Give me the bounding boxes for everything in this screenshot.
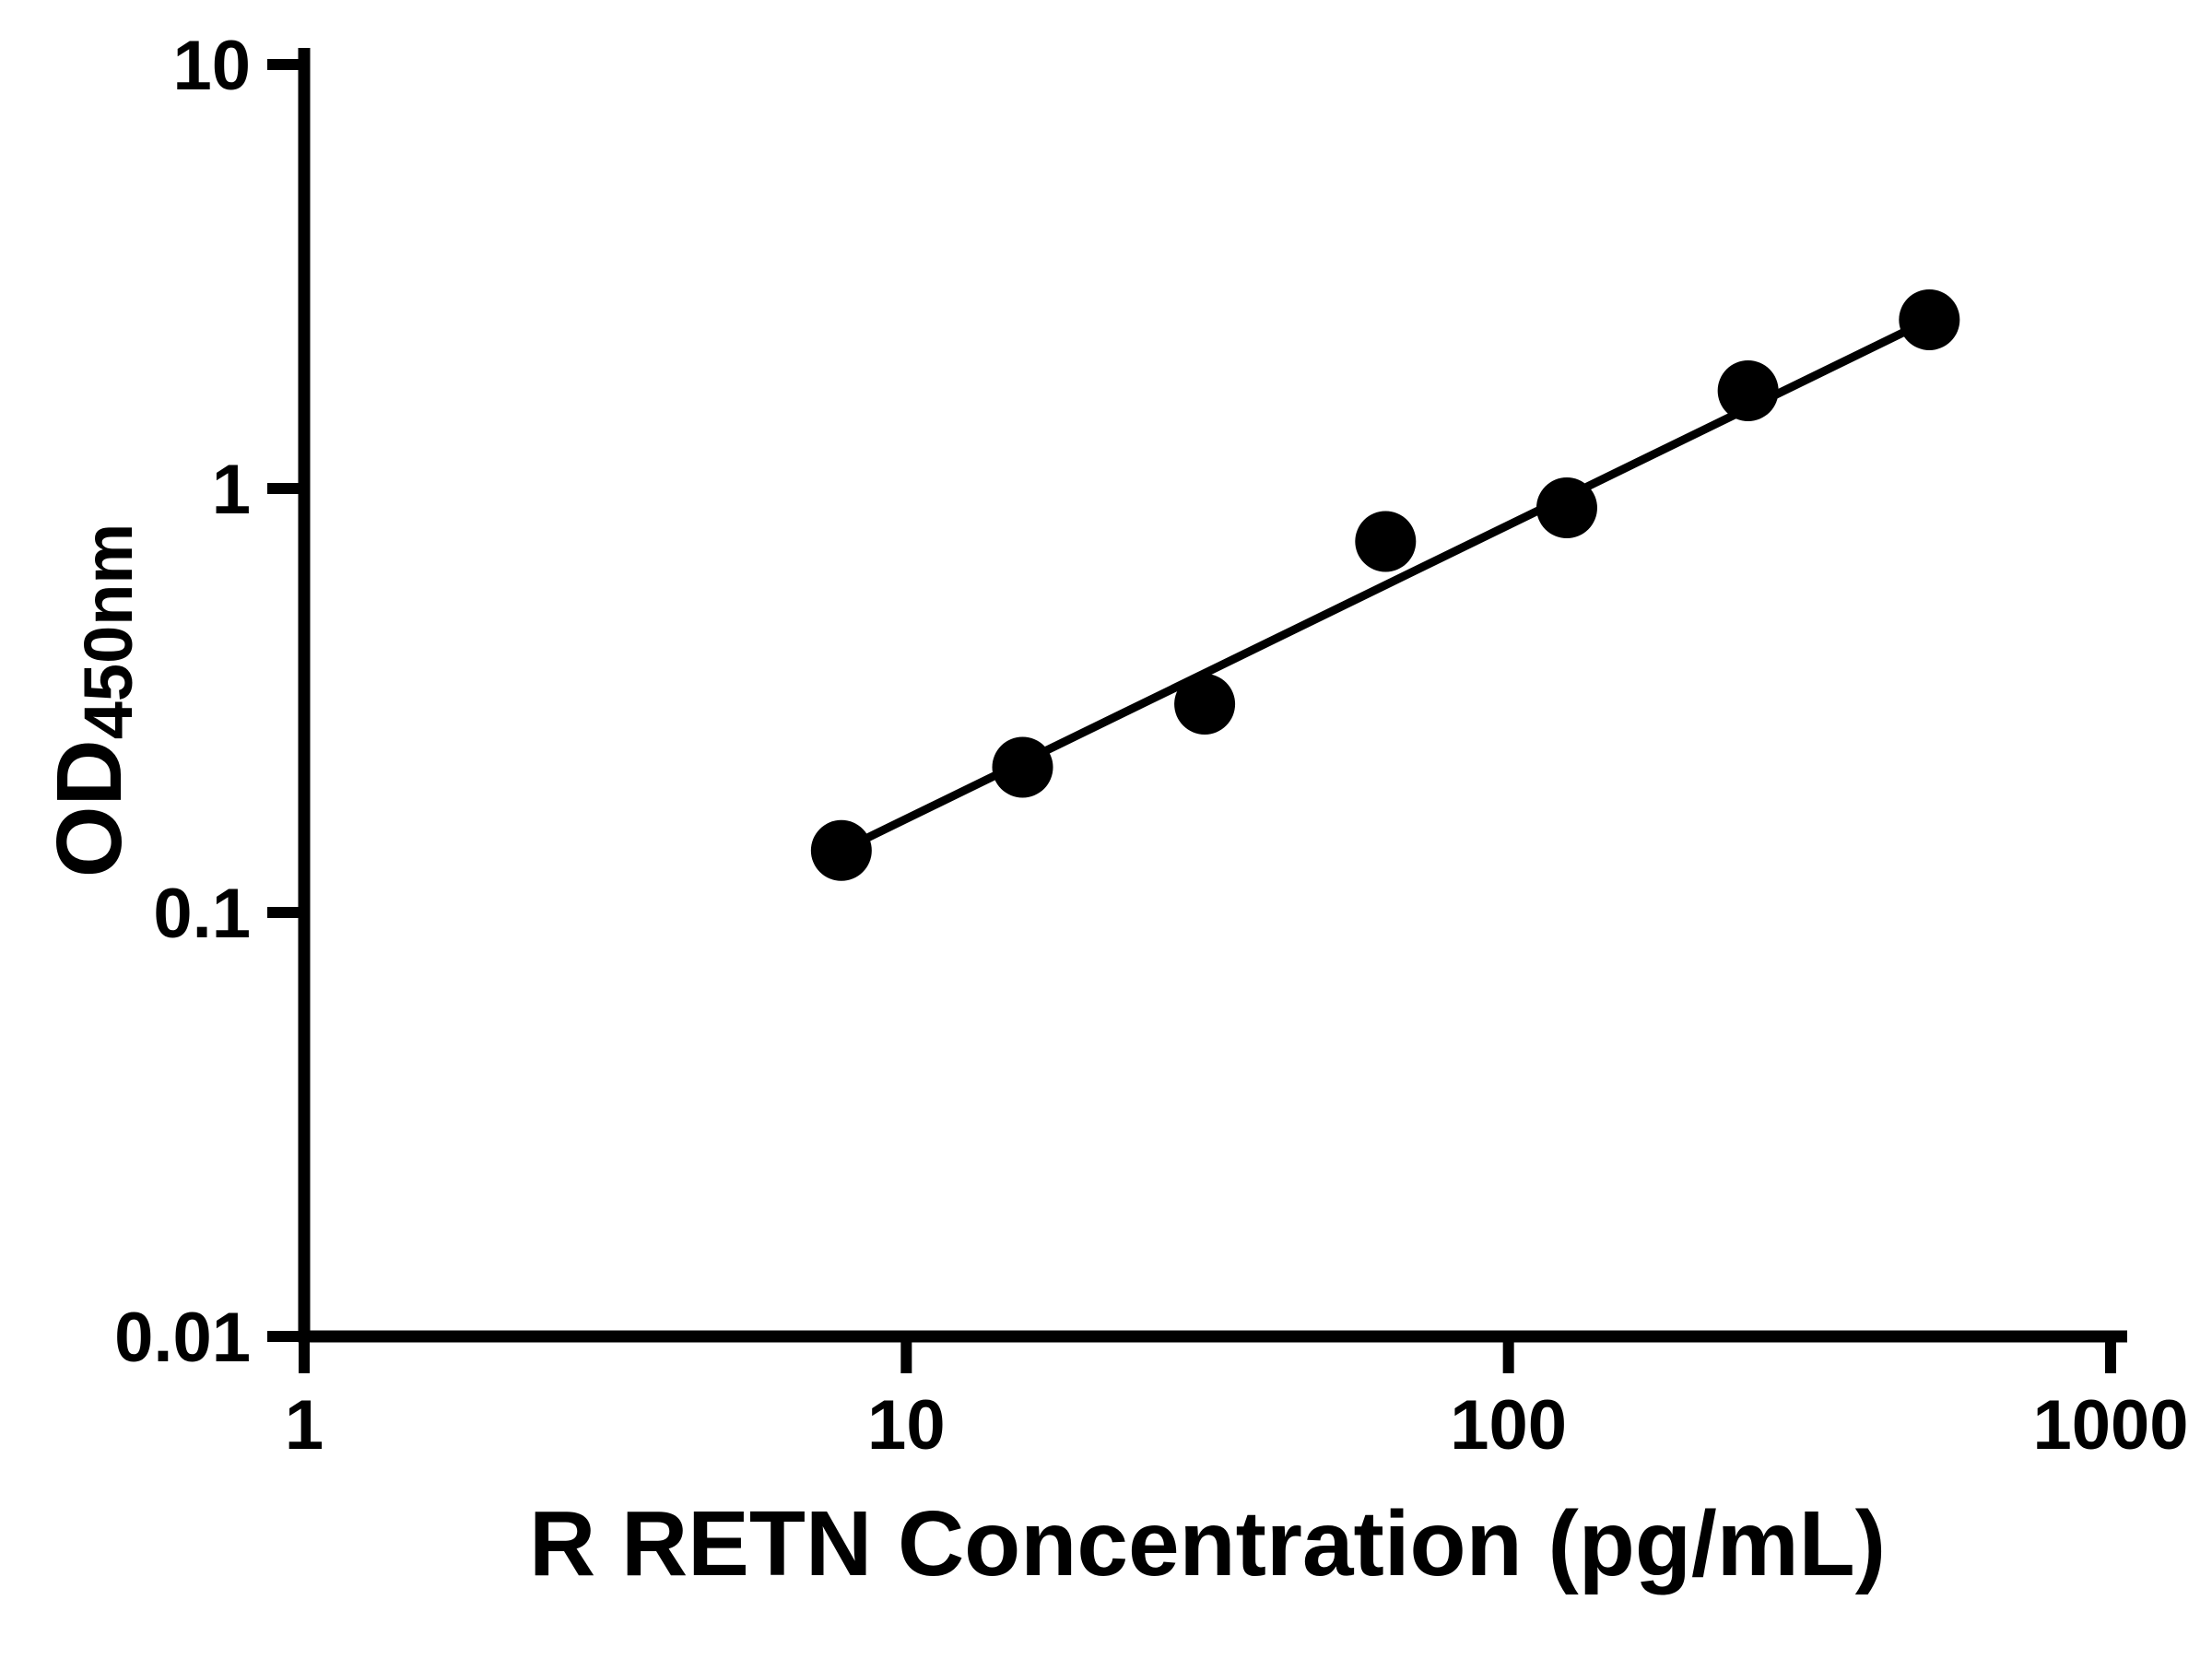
data-point <box>810 819 872 881</box>
data-point <box>1899 288 1960 350</box>
y-tick-label: 0.1 <box>153 875 251 953</box>
y-tick-label: 1 <box>212 451 251 529</box>
data-point <box>992 736 1053 798</box>
y-tick-label: 0.01 <box>114 1299 251 1377</box>
x-axis-title: R RETN Concentration (pg/mL) <box>528 1492 1887 1595</box>
y-axis-title: OD450nm <box>37 524 147 877</box>
data-point <box>1717 359 1779 421</box>
y-axis-title-main: OD <box>38 739 142 878</box>
y-tick-label: 10 <box>172 27 251 105</box>
x-tick-label: 1000 <box>2032 1386 2188 1465</box>
data-point <box>1535 477 1597 539</box>
data-point <box>1174 673 1236 735</box>
x-tick-label: 100 <box>1450 1386 1567 1465</box>
y-axis-title-sub: 450nm <box>69 523 147 740</box>
x-tick-label: 1 <box>285 1386 324 1465</box>
data-point <box>1355 511 1417 572</box>
x-tick-label: 10 <box>867 1386 946 1465</box>
